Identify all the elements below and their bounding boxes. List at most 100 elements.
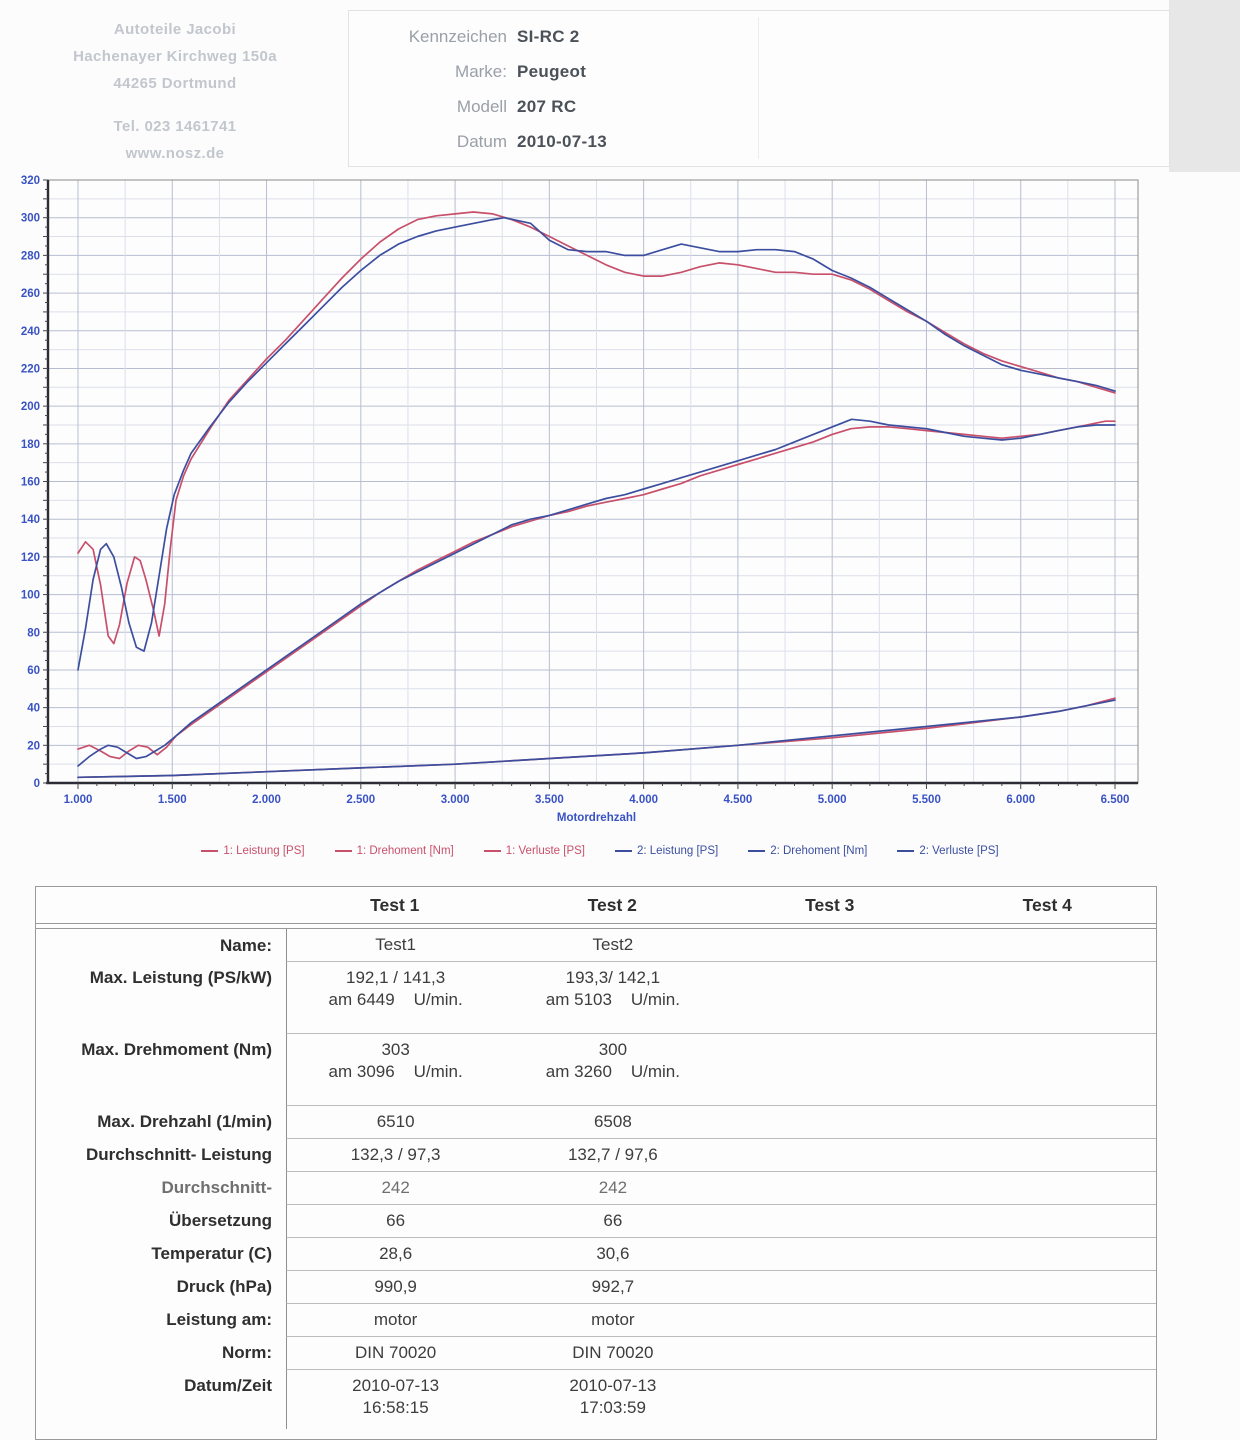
table-cell: 28,6: [287, 1243, 504, 1265]
y-tick-label: 280: [21, 250, 40, 262]
chart-series: [77, 211, 1116, 779]
legend-item: 1: Leistung [PS]: [201, 845, 305, 857]
y-tick-label: 240: [21, 326, 40, 338]
form-divider: [758, 17, 759, 159]
vehicle-info-box: Kennzeichen SI-RC 2 Marke: Peugeot Model…: [348, 10, 1170, 167]
cell-line: 132,7 / 97,6: [567, 1145, 658, 1164]
table-cell: 242: [504, 1177, 721, 1199]
cell-line: am 3260 U/min.: [545, 1062, 680, 1081]
y-tick-label: 40: [27, 703, 40, 715]
cell-line: am 6449 U/min.: [328, 990, 463, 1009]
cell-line: am 5103 U/min.: [545, 990, 680, 1009]
cell-line: 132,3 / 97,3: [350, 1145, 441, 1164]
table-cell: Test1: [287, 934, 504, 956]
y-tick-label: 300: [21, 213, 40, 225]
y-tick-label: 140: [21, 514, 40, 526]
table-cell: 2010-07-13 16:58:15: [287, 1375, 504, 1419]
table-cell: [939, 1177, 1156, 1199]
y-tick-label: 180: [21, 439, 40, 451]
field-label: Datum: [456, 132, 507, 151]
row-label: Temperatur (C): [151, 1244, 272, 1263]
table-cell: [722, 1210, 939, 1232]
row-values: 303 am 3096 U/min. 300 am 3260 U/min.: [286, 1033, 1156, 1105]
cell-line: 16:58:15: [362, 1398, 429, 1417]
cell-line: 66: [386, 1211, 406, 1230]
row-values: 242 242: [286, 1171, 1156, 1204]
table-row: Name: Test1 Test2: [36, 929, 1156, 961]
cell-line: motor: [591, 1310, 635, 1329]
x-tick-label: 2.500: [346, 794, 375, 806]
address-line: Autoteile Jacobi: [113, 21, 237, 38]
row-values: 6510 6508: [286, 1105, 1156, 1138]
address-line: www.nosz.de: [125, 145, 225, 162]
x-tick-label: 6.000: [1006, 794, 1035, 806]
table-row: Temperatur (C) 28,6 30,6: [36, 1237, 1156, 1270]
y-tick-label: 20: [27, 740, 40, 752]
legend-label: 1: Drehoment [Nm]: [356, 845, 454, 857]
cell-line: 2010-07-13: [352, 1376, 440, 1395]
field-marke: Marke: Peugeot: [349, 62, 749, 82]
row-label: Durchschnitt- Leistung: [85, 1145, 272, 1164]
legend-item: 2: Verluste [PS]: [897, 845, 999, 857]
field-label: Marke:: [455, 62, 507, 81]
table-cell: DIN 70020: [504, 1342, 721, 1364]
row-label: Max. Drehzahl (1/min): [97, 1112, 272, 1131]
table-cell: 193,3/ 142,1 am 5103 U/min.: [504, 967, 721, 1011]
table-row: Norm: DIN 70020 DIN 70020: [36, 1336, 1156, 1369]
x-tick-label: 1.500: [158, 794, 187, 806]
field-kennzeichen: Kennzeichen SI-RC 2: [349, 27, 749, 47]
table-cell: [722, 1375, 939, 1419]
table-cell: motor: [287, 1309, 504, 1331]
table-cell: DIN 70020: [287, 1342, 504, 1364]
cell-line: motor: [373, 1310, 418, 1329]
address-line: Hachenayer Kirchweg 150a: [73, 48, 277, 65]
row-values: 192,1 / 141,3 am 6449 U/min. 193,3/ 142,1 a…: [286, 961, 1156, 1033]
y-tick-label: 100: [21, 590, 40, 602]
legend-item: 1: Verluste [PS]: [483, 845, 585, 857]
x-tick-label: 6.500: [1101, 794, 1130, 806]
table-cell: [722, 1144, 939, 1166]
row-values: 132,3 / 97,3 132,7 / 97,6: [286, 1138, 1156, 1171]
table-cell: 242: [287, 1177, 504, 1199]
x-tick-label: 3.500: [535, 794, 564, 806]
table-cell: 6508: [504, 1111, 721, 1133]
series-2-leistung-ps-: [77, 418, 1116, 767]
table-row: Datum/Zeit 2010-07-13 16:58:15 2010-07-13 17…: [36, 1369, 1156, 1429]
x-tick-label: 5.500: [912, 794, 941, 806]
x-tick-label: 3.000: [441, 794, 470, 806]
y-tick-label: 60: [27, 665, 40, 677]
table-cell: [939, 1375, 1156, 1419]
field-datum: Datum 2010-07-13: [349, 132, 749, 152]
x-tick-label: 4.500: [724, 794, 753, 806]
table-row: Übersetzung 66 66: [36, 1204, 1156, 1237]
table-row: Durchschnitt- Leistung 132,3 / 97,3 132,7 …: [36, 1138, 1156, 1171]
y-tick-label: 80: [27, 627, 40, 639]
chart-legend: 1: Leistung [PS] 1: Drehoment [Nm] 1: Verl…: [0, 845, 1200, 857]
cell-line: 303: [381, 1040, 410, 1059]
series-2-drehoment-nm-: [77, 216, 1116, 671]
table-cell: [939, 967, 1156, 1011]
table-cell: [939, 1342, 1156, 1364]
table-cell: 66: [287, 1210, 504, 1232]
legend-line-swatch: [334, 850, 352, 852]
row-label: Durchschnitt-: [161, 1178, 273, 1197]
legend-line-swatch: [483, 850, 501, 852]
table-cell: motor: [504, 1309, 721, 1331]
cell-line: 242: [381, 1178, 410, 1197]
row-label: Max. Drehmoment (Nm): [81, 1040, 272, 1059]
cell-line: Test1: [375, 935, 416, 954]
table-cell: [939, 1276, 1156, 1298]
cell-line: 66: [603, 1211, 623, 1230]
legend-line-swatch: [897, 850, 915, 852]
y-tick-label: 200: [21, 401, 40, 413]
x-tick-label: 5.000: [818, 794, 847, 806]
row-values: 2010-07-13 16:58:15 2010-07-13 17:03:59: [286, 1369, 1156, 1429]
row-values: 66 66: [286, 1204, 1156, 1237]
table-cell: 2010-07-13 17:03:59: [504, 1375, 721, 1419]
column-header: Test 1: [370, 894, 420, 915]
table-cell: 300 am 3260 U/min.: [504, 1039, 721, 1083]
cell-line: 193,3/ 142,1: [565, 968, 661, 987]
table-cell: [939, 1243, 1156, 1265]
table-cell: [939, 1309, 1156, 1331]
x-tick-label: 4.000: [629, 794, 658, 806]
